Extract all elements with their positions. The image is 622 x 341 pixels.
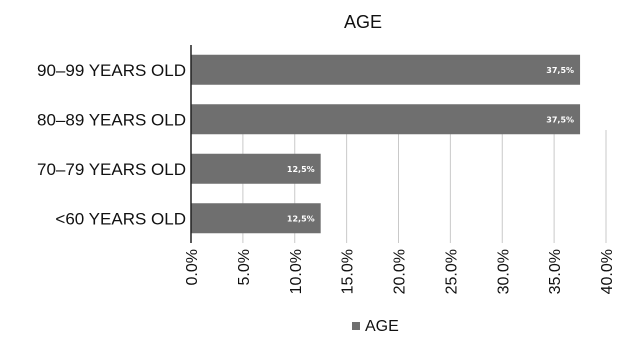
- category-label-3: <60 YEARS OLD: [55, 209, 186, 228]
- bar-3: [191, 203, 321, 234]
- x-tick-label-1: 5.0%: [236, 249, 253, 285]
- x-axis-ticks: 0.0% 5.0% 10.0% 15.0% 20.0% 25.0% 30.0% 35.0% 40…: [184, 249, 616, 294]
- category-label-2: 70–79 YEARS OLD: [37, 160, 186, 179]
- x-tick-label-4: 20.0%: [392, 249, 409, 294]
- data-label-0: 37,5%: [546, 66, 574, 75]
- data-label-1: 37,5%: [546, 115, 574, 124]
- x-tick-label-3: 15.0%: [340, 249, 357, 294]
- category-label-1: 80–89 YEARS OLD: [37, 110, 186, 129]
- legend-label: AGE: [365, 318, 399, 335]
- legend-marker: [352, 322, 360, 330]
- grid-lines: [242, 130, 607, 243]
- chart-title: AGE: [344, 12, 382, 32]
- x-tick-label-0: 0.0%: [184, 249, 201, 285]
- data-label-3: 12,5%: [287, 214, 315, 223]
- bar-2: [191, 153, 321, 184]
- data-label-2: 12,5%: [287, 165, 315, 174]
- legend: AGE: [352, 318, 399, 335]
- category-label-0: 90–99 YEARS OLD: [37, 61, 186, 80]
- bars: 37,5% 37,5% 12,5% 12,5%: [191, 54, 581, 234]
- bar-1: [191, 104, 581, 135]
- bar-0: [191, 54, 581, 85]
- x-tick-label-7: 35.0%: [547, 249, 564, 294]
- x-tick-label-5: 25.0%: [443, 249, 460, 294]
- category-labels: 90–99 YEARS OLD 80–89 YEARS OLD 70–79 YEAR…: [37, 61, 186, 229]
- x-tick-label-6: 30.0%: [495, 249, 512, 294]
- x-tick-label-2: 10.0%: [288, 249, 305, 294]
- x-tick-label-8: 40.0%: [599, 249, 616, 294]
